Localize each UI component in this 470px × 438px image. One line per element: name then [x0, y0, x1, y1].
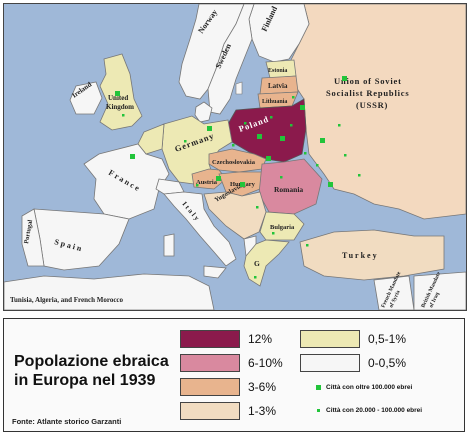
- legend-big-city-label: Città con oltre 100.000 ebrei: [326, 384, 413, 391]
- legend-label: 3-6%: [248, 380, 277, 394]
- label-bulgaria: Bulgaria: [270, 224, 295, 231]
- legend-swatch: [300, 354, 360, 372]
- legend-small-city-marker: [317, 409, 320, 412]
- small-city-marker: [196, 184, 199, 187]
- big-city-markers: [115, 76, 347, 187]
- small-city-marker: [184, 140, 187, 143]
- label-lithuania: Lithuania: [262, 99, 287, 105]
- label-uk-line2: Kingdom: [106, 103, 134, 111]
- island-gotland: [235, 81, 243, 95]
- legend-source: Fonte: Atlante storico Garzanti: [12, 417, 122, 426]
- french-mandate-syria: [373, 275, 415, 310]
- big-city-marker: [130, 154, 135, 159]
- small-city-marker: [304, 152, 307, 155]
- small-city-marker: [292, 96, 295, 99]
- country-benelux: [137, 123, 165, 155]
- legend-swatch: [180, 378, 240, 396]
- label-romania: Romania: [274, 185, 303, 194]
- label-latvia: Latvia: [268, 82, 288, 90]
- label-austria: Austria: [196, 179, 218, 186]
- country-ussr: [288, 4, 466, 220]
- big-city-marker: [257, 134, 262, 139]
- label-ussr-line2: Socialist Republics: [326, 88, 409, 98]
- label-turkey: Turkey: [342, 251, 379, 260]
- legend-swatch: [180, 330, 240, 348]
- small-city-marker: [272, 232, 275, 235]
- legend-label: 0-0,5%: [368, 356, 407, 370]
- legend-swatch: [180, 402, 240, 420]
- big-city-marker: [240, 182, 245, 187]
- small-city-marker: [358, 174, 361, 177]
- label-ussr-line1: Union of Soviet: [334, 76, 402, 86]
- big-city-marker: [328, 182, 333, 187]
- legend-label: 0,5-1%: [368, 332, 407, 346]
- legend-title-line1: Popolazione ebraica: [14, 353, 169, 370]
- small-city-marker: [338, 124, 341, 127]
- label-portugal: Portugal: [23, 219, 34, 244]
- small-city-marker: [306, 244, 309, 247]
- small-city-marker: [344, 154, 347, 157]
- label-north-africa: Tunisia, Algeria, and French Morocco: [10, 296, 124, 304]
- country-denmark: [194, 101, 213, 123]
- island-sicily: [203, 265, 227, 279]
- small-city-marker: [270, 116, 273, 119]
- big-city-marker: [320, 138, 325, 143]
- big-city-marker: [280, 136, 285, 141]
- legend-swatch: [300, 330, 360, 348]
- big-city-marker: [207, 126, 212, 131]
- label-czechoslovakia: Czechoslovakia: [212, 159, 256, 166]
- legend-small-city-label: Città con 20.000 - 100.000 ebrei: [326, 407, 423, 414]
- small-city-marker: [122, 114, 125, 117]
- country-turkey: [299, 229, 445, 281]
- big-city-marker: [342, 76, 347, 81]
- country-italy: [163, 191, 237, 267]
- small-city-marker: [232, 144, 235, 147]
- country-sweden: [207, 4, 255, 115]
- legend-label: 1-3%: [248, 404, 277, 418]
- island-sardinia: [163, 233, 175, 257]
- big-city-marker: [266, 156, 271, 161]
- north-africa: [4, 273, 215, 310]
- legend-label: 6-10%: [248, 356, 283, 370]
- small-city-marker: [316, 164, 319, 167]
- country-yugoslavia: [203, 191, 267, 240]
- small-city-markers: [122, 96, 361, 279]
- small-city-marker: [290, 124, 293, 127]
- small-city-marker: [280, 176, 283, 179]
- europe-map: Ireland United Kingdom Norway Sweden Fin…: [3, 3, 467, 311]
- country-france: [83, 143, 170, 220]
- label-ussr-line3: (USSR): [356, 100, 388, 110]
- label-estonia: Estonia: [268, 68, 287, 74]
- label-uk-line1: United: [108, 94, 128, 102]
- country-portugal: [21, 208, 45, 267]
- legend-swatch: [180, 354, 240, 372]
- british-mandate-iraq: [413, 271, 466, 310]
- big-city-marker: [115, 91, 120, 96]
- country-uk: [99, 53, 143, 131]
- country-greece: [243, 239, 290, 287]
- small-city-marker: [256, 206, 259, 209]
- legend-title-line2: in Europa nel 1939: [14, 372, 156, 389]
- country-ireland: [69, 81, 103, 115]
- legend: Popolazione ebraica in Europa nel 1939 F…: [3, 318, 465, 432]
- map-svg: Ireland United Kingdom Norway Sweden Fin…: [4, 4, 466, 310]
- country-bulgaria: [259, 211, 305, 241]
- legend-big-city-marker: [316, 385, 321, 390]
- small-city-marker: [254, 276, 257, 279]
- label-greece: G: [254, 259, 260, 268]
- big-city-marker: [216, 176, 221, 181]
- small-city-marker: [244, 122, 247, 125]
- legend-label: 12%: [248, 332, 273, 346]
- big-city-marker: [300, 105, 305, 110]
